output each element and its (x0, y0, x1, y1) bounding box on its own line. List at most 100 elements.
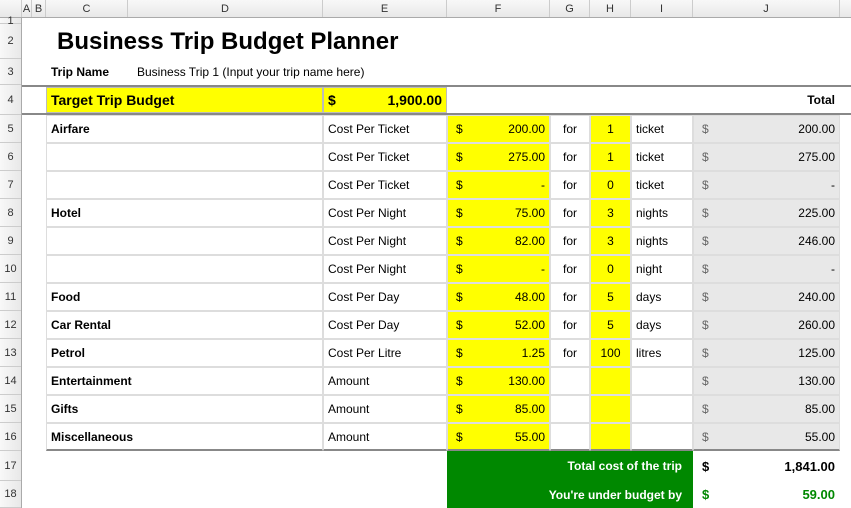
col-header-B[interactable]: B (32, 0, 46, 17)
desc-cell[interactable]: Cost Per Litre (323, 339, 447, 367)
row-total-cell: $130.00 (693, 367, 840, 395)
col-header-C[interactable]: C (46, 0, 128, 17)
unit-cell[interactable]: days (631, 311, 693, 339)
unit-cell[interactable] (631, 423, 693, 451)
spacer (22, 87, 46, 113)
row-header-10[interactable]: 10 (0, 255, 21, 283)
total-header: Total (693, 87, 840, 113)
col-header-H[interactable]: H (590, 0, 631, 17)
spreadsheet-grid[interactable]: Business Trip Budget PlannerTrip NameBus… (22, 18, 851, 506)
col-header-E[interactable]: E (323, 0, 447, 17)
cost-cell[interactable]: $130.00 (447, 367, 550, 395)
qty-cell[interactable] (590, 367, 631, 395)
category-cell[interactable]: Hotel (46, 199, 323, 227)
cost-cell[interactable]: $- (447, 171, 550, 199)
row-header-5[interactable]: 5 (0, 115, 21, 143)
spacer (22, 24, 46, 59)
unit-cell[interactable]: ticket (631, 115, 693, 143)
desc-cell[interactable]: Cost Per Ticket (323, 143, 447, 171)
category-cell[interactable]: Entertainment (46, 367, 323, 395)
desc-cell[interactable]: Cost Per Night (323, 227, 447, 255)
cost-cell[interactable]: $82.00 (447, 227, 550, 255)
unit-cell[interactable]: nights (631, 199, 693, 227)
cost-cell[interactable]: $55.00 (447, 423, 550, 451)
budget-amount[interactable]: $1,900.00 (323, 87, 447, 113)
row-header-3[interactable]: 3 (0, 59, 21, 85)
qty-cell[interactable]: 0 (590, 171, 631, 199)
for-cell: for (550, 339, 590, 367)
desc-cell[interactable]: Amount (323, 423, 447, 451)
cost-cell[interactable]: $275.00 (447, 143, 550, 171)
row-header-15[interactable]: 15 (0, 395, 21, 423)
category-cell[interactable] (46, 171, 323, 199)
unit-cell[interactable]: nights (631, 227, 693, 255)
qty-cell[interactable]: 5 (590, 283, 631, 311)
row-header-4[interactable]: 4 (0, 85, 21, 115)
qty-cell[interactable]: 1 (590, 115, 631, 143)
desc-cell[interactable]: Cost Per Ticket (323, 115, 447, 143)
row-header-17[interactable]: 17 (0, 451, 21, 481)
unit-cell[interactable]: night (631, 255, 693, 283)
category-cell[interactable] (46, 227, 323, 255)
col-header-D[interactable]: D (128, 0, 323, 17)
row-header-8[interactable]: 8 (0, 199, 21, 227)
category-cell[interactable]: Miscellaneous (46, 423, 323, 451)
desc-cell[interactable]: Cost Per Night (323, 255, 447, 283)
unit-cell[interactable]: ticket (631, 171, 693, 199)
desc-cell[interactable]: Cost Per Day (323, 283, 447, 311)
qty-cell[interactable]: 5 (590, 311, 631, 339)
qty-cell[interactable] (590, 423, 631, 451)
category-cell[interactable] (46, 255, 323, 283)
row-header-11[interactable]: 11 (0, 283, 21, 311)
category-cell[interactable]: Airfare (46, 115, 323, 143)
col-header-F[interactable]: F (447, 0, 550, 17)
col-header-I[interactable]: I (631, 0, 693, 17)
category-cell[interactable]: Petrol (46, 339, 323, 367)
col-header-A[interactable]: A (22, 0, 32, 17)
desc-cell[interactable]: Amount (323, 367, 447, 395)
qty-cell[interactable]: 1 (590, 143, 631, 171)
qty-cell[interactable]: 100 (590, 339, 631, 367)
unit-cell[interactable] (631, 395, 693, 423)
row-total-cell: $225.00 (693, 199, 840, 227)
desc-cell[interactable]: Cost Per Night (323, 199, 447, 227)
trip-name-value[interactable]: Business Trip 1 (Input your trip name he… (128, 59, 550, 85)
cost-cell[interactable]: $200.00 (447, 115, 550, 143)
category-cell[interactable]: Gifts (46, 395, 323, 423)
cost-cell[interactable]: $48.00 (447, 283, 550, 311)
row-header-6[interactable]: 6 (0, 143, 21, 171)
desc-cell[interactable]: Cost Per Day (323, 311, 447, 339)
cost-cell[interactable]: $- (447, 255, 550, 283)
unit-cell[interactable]: ticket (631, 143, 693, 171)
col-header-J[interactable]: J (693, 0, 840, 17)
qty-cell[interactable] (590, 395, 631, 423)
qty-cell[interactable]: 3 (590, 227, 631, 255)
row-header-14[interactable]: 14 (0, 367, 21, 395)
spacer (22, 255, 46, 283)
row-header-18[interactable]: 18 (0, 481, 21, 508)
cost-cell[interactable]: $52.00 (447, 311, 550, 339)
row-header-12[interactable]: 12 (0, 311, 21, 339)
row-header-7[interactable]: 7 (0, 171, 21, 199)
cost-cell[interactable]: $75.00 (447, 199, 550, 227)
row-header-13[interactable]: 13 (0, 339, 21, 367)
spacer (22, 451, 46, 481)
unit-cell[interactable]: litres (631, 339, 693, 367)
cost-cell[interactable]: $1.25 (447, 339, 550, 367)
row-header-2[interactable]: 2 (0, 24, 21, 59)
qty-cell[interactable]: 0 (590, 255, 631, 283)
category-cell[interactable] (46, 143, 323, 171)
cost-cell[interactable]: $85.00 (447, 395, 550, 423)
row-header-9[interactable]: 9 (0, 227, 21, 255)
for-cell (550, 423, 590, 451)
col-header-G[interactable]: G (550, 0, 590, 17)
qty-cell[interactable]: 3 (590, 199, 631, 227)
row-header-16[interactable]: 16 (0, 423, 21, 451)
unit-cell[interactable]: days (631, 283, 693, 311)
desc-cell[interactable]: Cost Per Ticket (323, 171, 447, 199)
row-total-cell: $55.00 (693, 423, 840, 451)
category-cell[interactable]: Car Rental (46, 311, 323, 339)
unit-cell[interactable] (631, 367, 693, 395)
desc-cell[interactable]: Amount (323, 395, 447, 423)
category-cell[interactable]: Food (46, 283, 323, 311)
